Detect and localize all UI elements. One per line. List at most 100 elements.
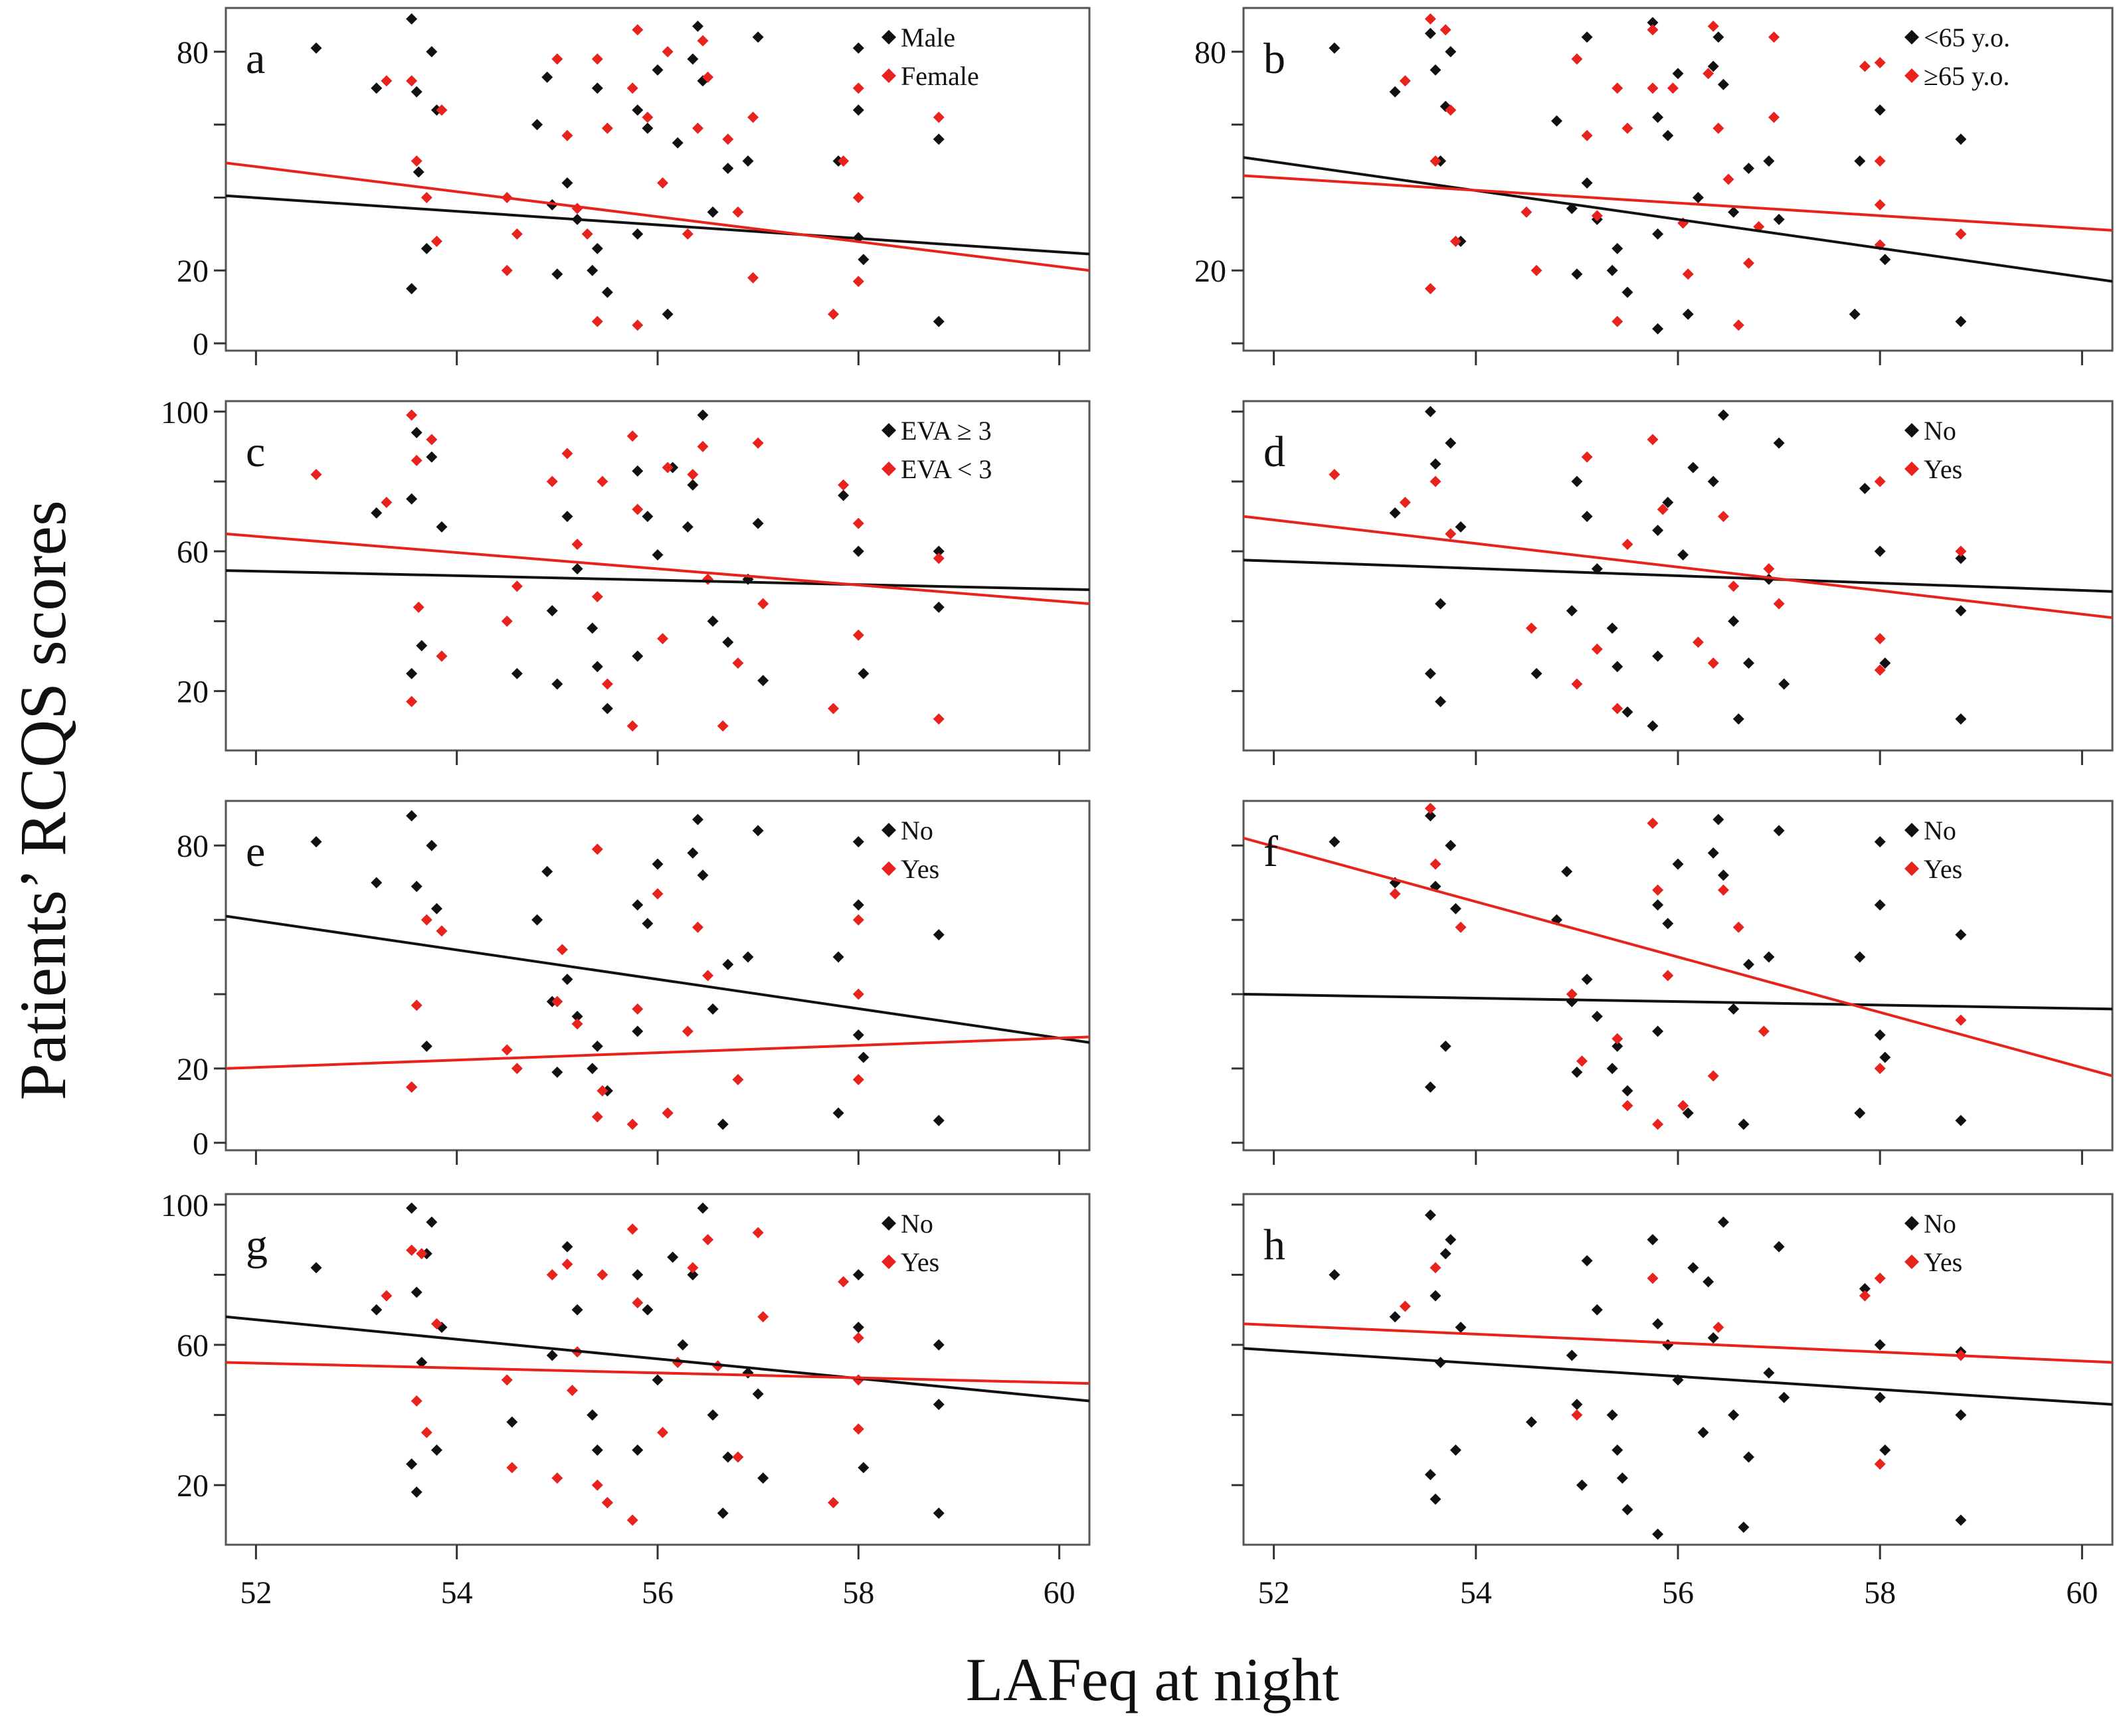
data-point	[1652, 1118, 1664, 1130]
data-point	[406, 13, 418, 25]
fit-line	[226, 1035, 1089, 1070]
data-point	[1662, 918, 1674, 930]
legend-label: EVA < 3	[901, 454, 992, 484]
data-point	[707, 615, 719, 627]
data-point	[1682, 308, 1694, 320]
data-point	[632, 1297, 644, 1309]
data-point	[406, 1081, 418, 1093]
data-point	[546, 605, 558, 617]
panel-letter: f	[1263, 827, 1278, 876]
data-point	[1612, 1444, 1623, 1456]
data-point	[1707, 20, 1719, 32]
legend-marker	[881, 462, 896, 476]
data-point	[531, 119, 543, 131]
data-point	[601, 122, 613, 134]
data-point	[587, 1409, 599, 1421]
legend-label: EVA ≥ 3	[901, 416, 992, 446]
data-point	[632, 1003, 644, 1015]
fit-line	[226, 914, 1089, 1044]
data-point	[1773, 437, 1785, 449]
data-point	[1591, 1011, 1603, 1023]
data-point	[1773, 825, 1785, 837]
data-point	[757, 1311, 769, 1323]
data-point	[1445, 46, 1457, 58]
data-point	[551, 1472, 563, 1484]
series-d-1	[1389, 406, 1967, 732]
data-point	[436, 650, 448, 662]
data-point	[531, 914, 543, 926]
data-point	[707, 206, 719, 218]
data-point	[1687, 1262, 1699, 1274]
data-point	[1439, 1248, 1451, 1260]
data-point	[1581, 451, 1593, 463]
data-point	[1874, 155, 1886, 167]
data-point	[1424, 802, 1436, 814]
series-h-1	[1329, 1209, 1967, 1540]
data-point	[838, 1276, 850, 1288]
legend-marker	[881, 823, 896, 837]
data-point	[1581, 177, 1593, 189]
data-point	[852, 1332, 864, 1344]
data-point	[677, 1339, 689, 1351]
data-point	[591, 242, 603, 254]
fit-line	[1244, 992, 2112, 1011]
data-point	[1621, 1100, 1633, 1112]
data-point	[1576, 1055, 1588, 1067]
data-point	[591, 1040, 603, 1052]
data-point	[672, 137, 684, 149]
data-point	[1525, 622, 1537, 634]
data-point	[1430, 1290, 1441, 1302]
data-point	[1435, 695, 1447, 707]
data-point	[1424, 810, 1436, 822]
data-point	[546, 476, 558, 487]
series-f-1	[1329, 810, 1967, 1130]
data-point	[1399, 1300, 1411, 1312]
data-point	[1717, 78, 1729, 90]
panel-letter: g	[246, 1221, 268, 1269]
panel-c: 20 60 100 c EVA ≥ 3 EVA < 3	[161, 395, 1091, 765]
data-point	[1612, 1033, 1623, 1045]
panel-letter: d	[1263, 428, 1285, 476]
data-point	[1424, 667, 1436, 679]
data-point	[732, 1074, 744, 1086]
data-point	[1591, 1304, 1603, 1316]
y-tick-label: 80	[1194, 35, 1226, 70]
data-point	[1439, 24, 1451, 36]
data-point	[546, 1349, 558, 1361]
data-point	[1677, 549, 1689, 561]
data-point	[1763, 563, 1775, 574]
data-point	[1591, 643, 1603, 655]
data-point	[1606, 622, 1618, 634]
data-point	[1682, 1107, 1694, 1119]
data-point	[411, 426, 422, 438]
panel-d: d No Yes	[1232, 400, 2114, 765]
data-point	[662, 462, 674, 474]
y-tick-label: 100	[161, 395, 209, 430]
data-point	[1445, 437, 1457, 449]
data-point	[1652, 650, 1664, 662]
data-point	[1672, 68, 1684, 80]
data-point	[561, 1259, 573, 1270]
y-tick-label: 20	[177, 675, 209, 710]
data-point	[1732, 921, 1744, 933]
data-point	[687, 847, 699, 859]
data-point	[1612, 1040, 1623, 1052]
data-point	[591, 315, 603, 327]
data-point	[933, 545, 945, 557]
data-point	[1455, 1322, 1467, 1334]
data-point	[1389, 1311, 1401, 1323]
data-point	[662, 308, 674, 320]
data-point	[662, 46, 674, 58]
data-point	[858, 254, 870, 266]
y-tick-label: 0	[193, 327, 209, 362]
fit-line	[226, 569, 1089, 592]
data-point	[1329, 468, 1340, 480]
data-point	[310, 42, 322, 54]
fit-line	[1244, 1347, 2112, 1406]
data-point	[1621, 539, 1633, 551]
data-point	[707, 1003, 719, 1015]
data-point	[591, 1479, 603, 1491]
fit-line	[1244, 1322, 2112, 1364]
data-point	[571, 1011, 583, 1023]
fit-line	[226, 161, 1089, 272]
